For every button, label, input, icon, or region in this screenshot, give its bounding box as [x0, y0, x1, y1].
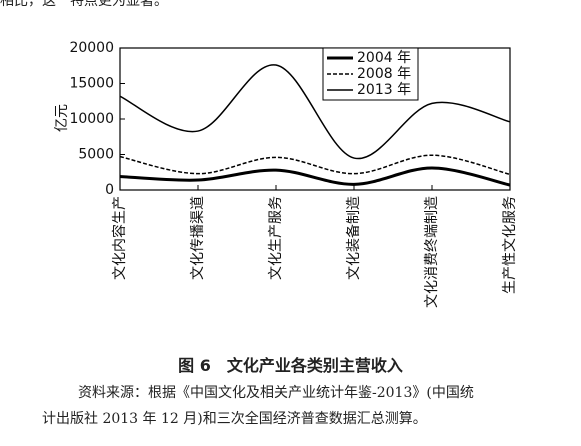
y-tick-label: 0 — [105, 182, 114, 198]
legend-label: 2008 年 — [357, 66, 411, 82]
x-tick-label: 文化装备制造 — [345, 196, 362, 280]
series-line — [119, 154, 511, 176]
header-text: 相比，这一特点更为显著。 — [0, 0, 168, 9]
x-tick-label: 文化消费终端制造 — [424, 196, 440, 308]
x-tick-label: 生产性文化服务 — [502, 196, 518, 294]
y-axis-label: 亿元 — [54, 104, 70, 132]
series-line — [119, 64, 511, 160]
caption: 图 6 文化产业各类别主营收入 — [178, 356, 403, 375]
legend-label: 2004 年 — [357, 50, 411, 66]
legend-label: 2013 年 — [357, 82, 411, 98]
chart: 亿元 0 5000 10000 15000 20000 文化内容生产 文化传播渠道 文化生产服… — [54, 40, 518, 308]
y-tick-label: 20000 — [69, 40, 114, 56]
y-tick-label: 10000 — [69, 111, 114, 127]
source-line: 资料来源：根据《中国文化及相关产业统计年鉴-2013》(中国统 — [78, 385, 474, 401]
y-tick-label: 15000 — [69, 76, 114, 92]
y-tick-label: 5000 — [78, 147, 114, 163]
x-tick-label: 文化内容生产 — [111, 196, 128, 280]
x-tick-label: 文化传播渠道 — [190, 196, 206, 280]
series-line — [119, 166, 511, 187]
x-tick-label: 文化生产服务 — [268, 196, 284, 280]
source-line: 计出版社 2013 年 12 月)和三次全国经济普查数据汇总测算。 — [42, 411, 427, 427]
